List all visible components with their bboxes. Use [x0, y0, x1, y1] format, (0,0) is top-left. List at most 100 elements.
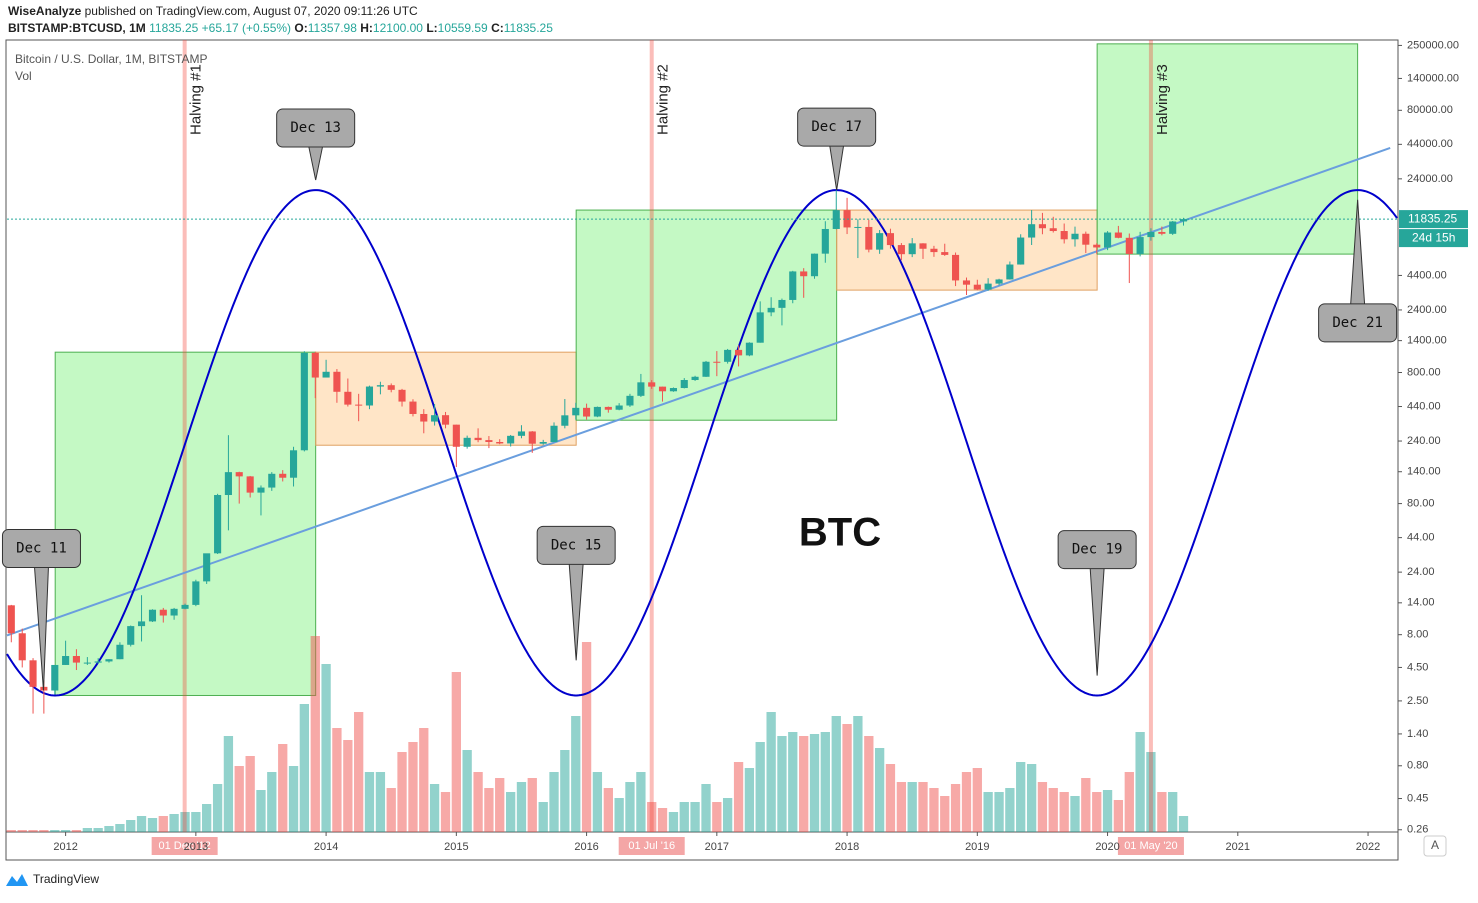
candle-body	[1006, 264, 1014, 280]
y-tick-label: 0.45	[1407, 792, 1428, 804]
candle-body	[409, 401, 417, 414]
candle-body	[257, 487, 265, 493]
ohlc-key: L:	[426, 21, 437, 35]
ohlc-value: 11357.98	[308, 21, 357, 35]
candle-body	[658, 386, 667, 392]
candle-body	[279, 473, 287, 478]
volume-bar	[419, 728, 429, 832]
volume-bar	[842, 724, 852, 832]
candle-body	[441, 415, 450, 425]
auto-button-label[interactable]: A	[1431, 838, 1439, 852]
volume-bar	[940, 796, 950, 832]
candle-body	[192, 581, 200, 605]
legend-main: Bitcoin / U.S. Dollar, 1M, BITSTAMP	[15, 52, 208, 66]
volume-bar	[1146, 752, 1156, 832]
candle-body	[355, 404, 363, 406]
volume-bar	[712, 802, 722, 832]
volume-bar	[1016, 762, 1026, 832]
candle-body	[962, 280, 971, 285]
y-tick-label: 2.50	[1407, 695, 1428, 707]
volume-bar	[527, 778, 537, 832]
candle-body	[376, 385, 384, 387]
candle-body	[810, 253, 819, 277]
candle-body	[637, 382, 645, 396]
candle-body	[311, 352, 319, 378]
candle-body	[246, 476, 254, 493]
candle-body	[1104, 232, 1112, 248]
change: +65.17 (+0.55%)	[202, 21, 291, 35]
volume-bar	[473, 772, 483, 832]
y-tick-label: 440.00	[1407, 400, 1441, 412]
published: published on TradingView.com, August 07,…	[85, 4, 418, 18]
x-tick-label: 2022	[1356, 841, 1380, 853]
candle-body	[767, 307, 775, 313]
candle-body	[181, 604, 189, 609]
auto-button[interactable]: A	[1423, 835, 1447, 857]
candle-body	[919, 243, 927, 249]
volume-bar	[136, 816, 147, 832]
halving-date-box	[618, 837, 685, 855]
candle-body	[691, 376, 699, 381]
volume-bar	[429, 784, 440, 832]
x-tick-label: 2020	[1095, 841, 1119, 853]
candle-body	[398, 389, 406, 402]
volume-bar	[538, 802, 548, 832]
callout-box	[536, 525, 616, 565]
halving-label: Halving #1	[188, 64, 205, 135]
x-tick-label: 2018	[835, 841, 859, 853]
candle-body	[897, 245, 905, 255]
footer-brand: TradingView	[33, 872, 99, 886]
volume-bar	[50, 830, 60, 832]
volume-bar	[636, 772, 646, 832]
halving-label: Halving #2	[655, 64, 672, 135]
candle-body	[463, 437, 471, 447]
candle-body	[474, 437, 482, 441]
volume-bar	[234, 766, 244, 832]
zone-box	[315, 351, 577, 446]
candle-body	[507, 435, 515, 444]
volume-bar	[408, 742, 418, 832]
volume-bar	[495, 778, 505, 832]
ohlc-key: C:	[491, 21, 504, 35]
volume-bar	[386, 788, 396, 832]
zone-box	[54, 351, 317, 696]
candle-body	[72, 656, 80, 663]
volume-bar	[1102, 790, 1113, 832]
volume-bar	[755, 742, 765, 832]
x-tick-label: 2017	[705, 841, 729, 853]
volume-bar	[571, 716, 581, 832]
halving-date-box	[1117, 837, 1184, 855]
y-tick-label: 1400.00	[1407, 335, 1447, 347]
volume-bar	[28, 830, 38, 832]
candle-body	[561, 415, 569, 426]
candle-body	[485, 440, 493, 442]
callout-box	[797, 107, 877, 147]
candle-body	[1082, 233, 1090, 245]
candle-body	[800, 271, 808, 277]
candle-body	[789, 271, 797, 300]
halving-date: 01 Jul '16	[628, 840, 675, 852]
last-price-tag	[1399, 210, 1468, 229]
y-tick-label: 240.00	[1407, 435, 1441, 447]
y-tick-label: 800.00	[1407, 366, 1441, 378]
candle-body	[745, 342, 753, 356]
candle-body	[387, 385, 395, 390]
y-tick-label: 80.00	[1407, 497, 1435, 509]
candle-body	[973, 284, 981, 290]
y-tick-label: 2400.00	[1407, 304, 1447, 316]
volume-bar	[744, 768, 755, 832]
auto-button-frame[interactable]	[1423, 835, 1447, 857]
candle-body	[984, 283, 992, 290]
callout-box	[276, 108, 356, 148]
volume-bar	[1168, 792, 1178, 832]
candle-body	[62, 656, 70, 665]
volume-bar	[169, 814, 179, 832]
volume-bar	[820, 732, 830, 832]
candle-body	[854, 226, 862, 228]
volume-bar	[549, 772, 559, 832]
volume-bar	[972, 768, 982, 832]
candle-body	[365, 386, 374, 406]
volume-bar	[625, 782, 635, 832]
y-tick-label: 1.40	[1407, 728, 1428, 740]
x-tick-label: 2016	[574, 841, 598, 853]
